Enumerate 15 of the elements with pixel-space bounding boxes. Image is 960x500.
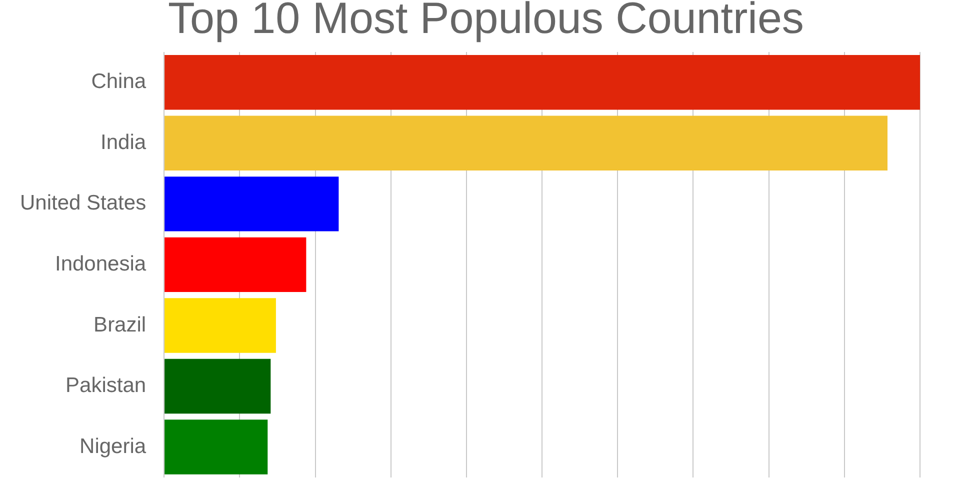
bar bbox=[164, 237, 306, 292]
bar bbox=[164, 358, 271, 414]
y-tick-label: Brazil bbox=[94, 313, 146, 336]
y-tick-label: United States bbox=[20, 192, 146, 215]
bar bbox=[164, 176, 339, 232]
bar bbox=[164, 298, 276, 353]
chart-title: Top 10 Most Populous Countries bbox=[168, 0, 804, 44]
bar bbox=[164, 116, 888, 171]
y-tick-label: India bbox=[100, 130, 146, 154]
bar bbox=[164, 420, 268, 474]
y-tick-label: China bbox=[91, 70, 146, 94]
bar bbox=[164, 55, 920, 110]
y-tick-label: Nigeria bbox=[80, 434, 146, 458]
y-tick-label: Indonesia bbox=[54, 252, 146, 276]
y-tick-label: Pakistan bbox=[66, 374, 146, 398]
